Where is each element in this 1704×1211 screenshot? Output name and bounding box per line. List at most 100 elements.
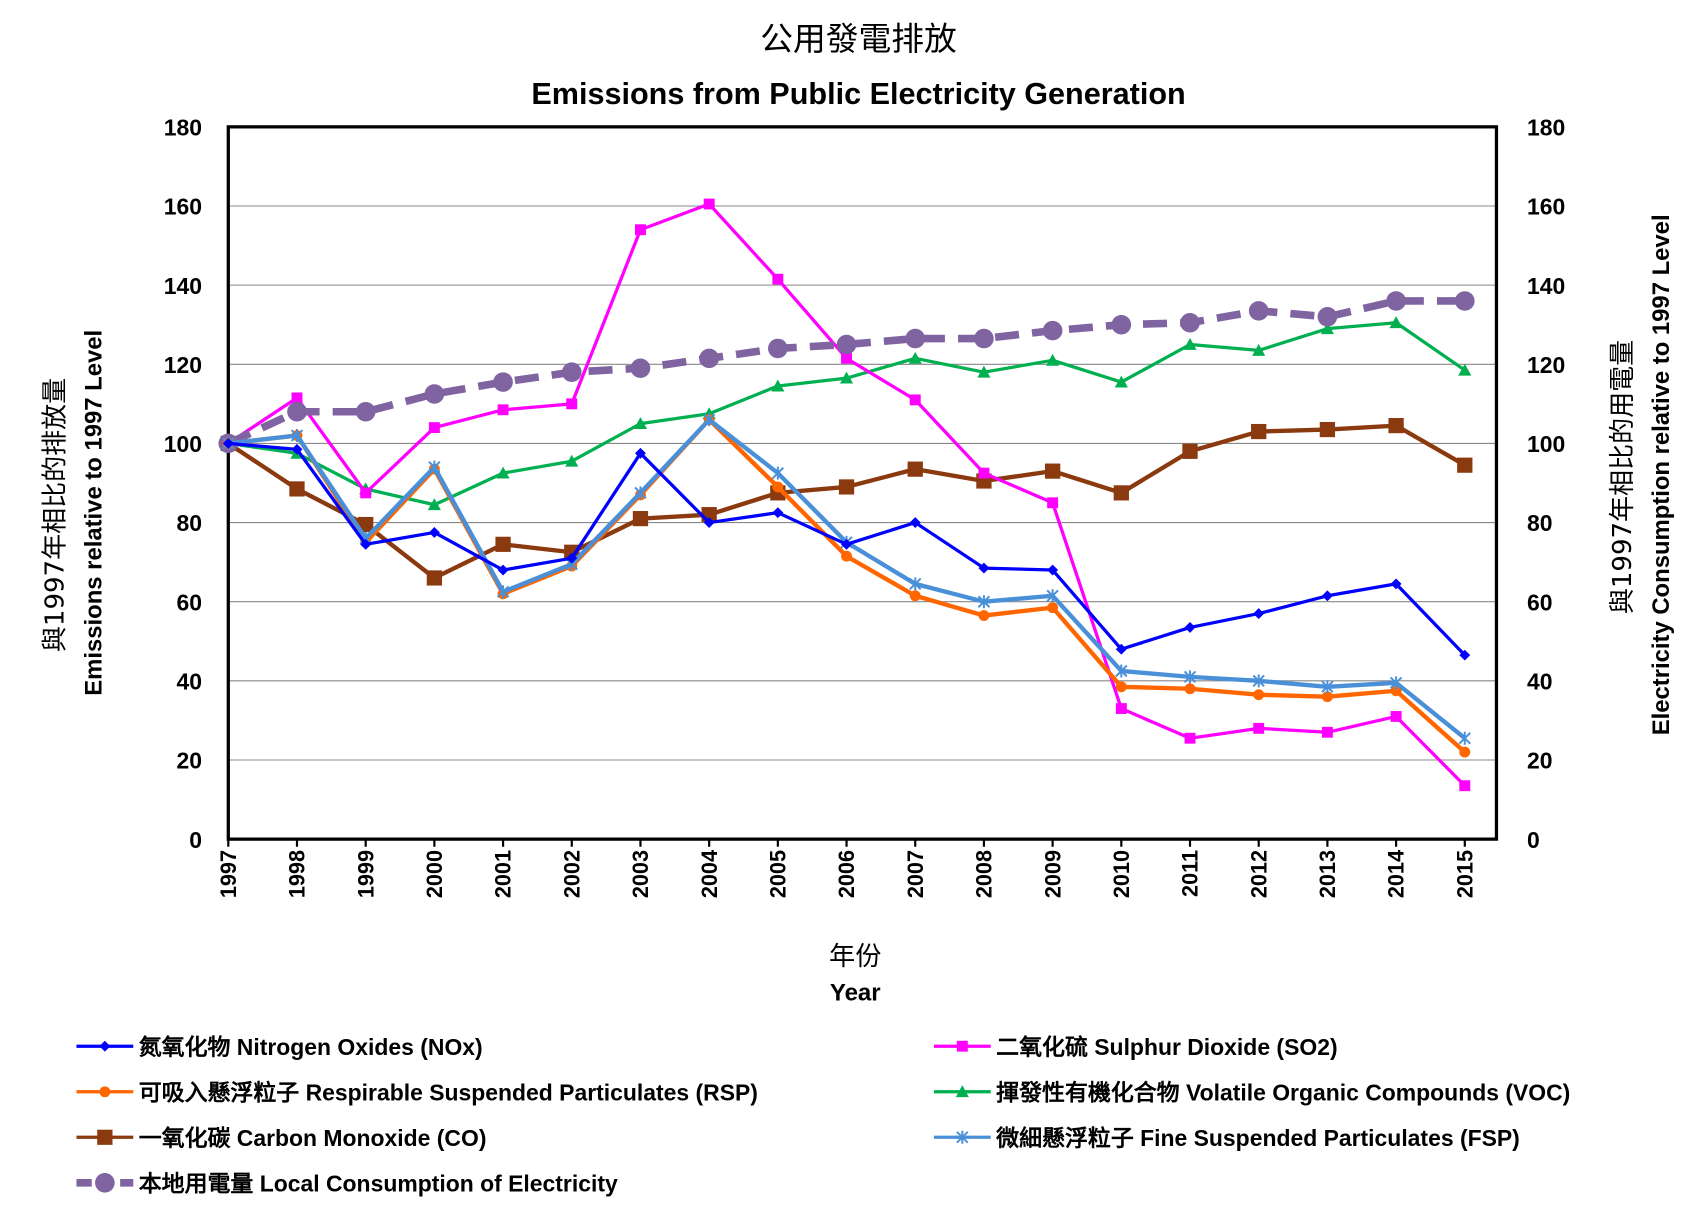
y-tick-label: 40 (177, 669, 203, 695)
data-point (1046, 353, 1060, 366)
x-tick-label: 2005 (765, 850, 790, 898)
data-point (1454, 291, 1475, 311)
legend-marker (956, 1040, 968, 1052)
data-point (1390, 578, 1402, 590)
data-point (1388, 418, 1404, 434)
legend-item: 一氧化碳 Carbon Monoxide (CO) (76, 1125, 486, 1151)
y-tick-label: 20 (177, 748, 203, 774)
data-point (1183, 670, 1197, 684)
data-point (909, 590, 921, 602)
legend: 氮氧化物 Nitrogen Oxides (NOx) 二氧化硫 Sulphur D… (76, 1034, 1570, 1196)
data-point (703, 198, 715, 210)
data-point (978, 467, 990, 479)
data-point (1114, 375, 1128, 388)
data-point (1044, 463, 1061, 479)
plot-frame (226, 125, 1499, 841)
data-point (428, 460, 441, 474)
data-point (427, 498, 441, 511)
x-tick-label: 2012 (1246, 850, 1271, 898)
y-tick-label: 160 (164, 194, 202, 220)
series-line (228, 417, 1467, 740)
data-point (1319, 421, 1336, 438)
data-point (1182, 443, 1198, 459)
y-tick-label: 120 (164, 352, 202, 378)
x-tick-label: 2015 (1452, 850, 1477, 898)
x-tick-label: 1999 (353, 850, 378, 898)
data-point (1047, 564, 1059, 576)
data-point (564, 544, 580, 560)
data-point (908, 351, 922, 364)
y2-tick-label: 20 (1527, 748, 1553, 774)
legend-marker (955, 1085, 969, 1098)
legend-marker (99, 1086, 111, 1098)
chart-title: Emissions from Public Electricity Genera… (531, 77, 1185, 111)
x-axis-title: Year (830, 980, 881, 1007)
series-2 (222, 414, 1471, 758)
data-point (1459, 746, 1471, 758)
data-point (634, 447, 646, 459)
data-point (291, 443, 303, 455)
data-point (1458, 731, 1471, 745)
gridlines (228, 205, 1497, 761)
data-point (977, 595, 991, 609)
legend-item: 二氧化硫 Sulphur Dioxide (SO2) (933, 1034, 1338, 1060)
data-point (496, 466, 510, 479)
data-point (1047, 497, 1059, 509)
y-tick-label: 80 (177, 510, 203, 536)
series-1 (222, 198, 1471, 792)
data-point (703, 517, 715, 528)
data-point (771, 379, 785, 392)
data-point (702, 413, 716, 427)
legend-label: 二氧化硫 Sulphur Dioxide (SO2) (996, 1034, 1337, 1060)
axes: 0 0 20 20 40 40 60 60 80 80 100 100 120 120 140 140 160 1… (164, 115, 1566, 899)
y-axis-title: Emissions relative to 1997 Level (81, 330, 108, 696)
data-point (1459, 780, 1471, 792)
data-point (772, 273, 784, 285)
data-point (630, 358, 651, 378)
data-point (633, 417, 648, 430)
data-point (1115, 703, 1127, 714)
x-tick-label: 2007 (903, 850, 928, 898)
legend-marker (95, 1173, 115, 1193)
data-point (426, 570, 443, 586)
series-line (228, 417, 1467, 754)
legend-label: 一氧化碳 Carbon Monoxide (CO) (139, 1125, 487, 1151)
legend-item: 微細懸浮粒子 Fine Suspended Particulates (FSP) (933, 1125, 1520, 1151)
data-point (771, 466, 785, 480)
data-point (428, 527, 440, 538)
data-point (1253, 608, 1265, 619)
x-tick-label: 2002 (559, 850, 584, 898)
data-point (1183, 337, 1197, 350)
data-point (1180, 312, 1200, 333)
data-point (1115, 664, 1128, 678)
series-line (227, 202, 1466, 787)
data-point (1321, 691, 1333, 703)
data-point (978, 562, 990, 574)
x-tick-label: 2010 (1109, 850, 1134, 898)
data-point (841, 352, 852, 364)
x-tick-label: 2001 (491, 850, 516, 898)
data-point (566, 398, 578, 410)
data-point (290, 428, 304, 443)
data-point (1252, 343, 1266, 356)
data-point (978, 610, 990, 621)
data-point (1321, 726, 1333, 738)
y2-tick-label: 60 (1527, 589, 1553, 615)
data-point (1386, 291, 1406, 311)
data-point (768, 338, 788, 359)
data-point (428, 422, 440, 434)
y-tick-label: 140 (164, 273, 202, 299)
series-6 (218, 291, 1475, 454)
y-tick-label: 0 (189, 827, 202, 853)
data-point (1253, 722, 1265, 734)
data-point (1253, 689, 1265, 701)
x-tick-label: 2003 (628, 850, 653, 898)
y2-tick-label: 140 (1527, 273, 1565, 299)
legend-item: 揮發性有機化合物 Volatile Organic Compounds (VOC… (933, 1079, 1570, 1105)
data-point (1184, 732, 1196, 744)
data-point (1320, 322, 1334, 335)
legend-item: 氮氧化物 Nitrogen Oxides (NOx) (76, 1034, 483, 1060)
data-point (909, 394, 921, 406)
data-point (1457, 457, 1473, 473)
